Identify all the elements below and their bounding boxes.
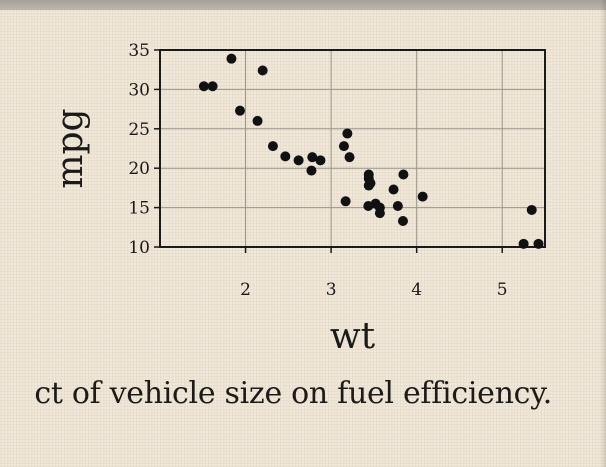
data-point: [226, 53, 237, 64]
axis-ticks: 2 3 4 5 10 15 20 25 30 35: [128, 41, 507, 300]
data-point: [363, 169, 374, 180]
data-point: [234, 105, 245, 116]
data-point: [363, 201, 374, 212]
x-tick-label: 3: [326, 280, 337, 300]
x-tick-label: 4: [411, 280, 422, 300]
y-tick-label: 35: [128, 41, 150, 61]
right-edge-shadow: [600, 0, 606, 467]
data-point: [398, 169, 409, 180]
y-axis-title: mpg: [50, 108, 91, 188]
data-point: [374, 202, 385, 213]
plot-area-frame: [159, 49, 546, 248]
data-point: [257, 65, 268, 76]
y-tick-label: 30: [128, 80, 150, 100]
data-point: [280, 151, 291, 162]
data-point: [293, 155, 304, 166]
data-point: [338, 141, 349, 152]
data-point: [207, 81, 218, 92]
y-tick-label: 15: [128, 199, 150, 219]
data-point: [340, 196, 351, 207]
data-point: [198, 81, 209, 92]
top-border-bar: [0, 0, 606, 10]
data-point: [342, 128, 353, 139]
data-point: [526, 204, 537, 215]
figure-caption: ct of vehicle size on fuel efficiency.: [34, 376, 552, 411]
data-point: [252, 115, 263, 126]
data-point: [267, 141, 278, 152]
data-point: [363, 180, 374, 191]
data-point: [417, 191, 428, 202]
data-point: [306, 165, 317, 176]
data-point: [388, 184, 399, 195]
data-point: [518, 238, 529, 249]
y-tick-label: 25: [128, 120, 150, 140]
data-point: [533, 238, 544, 249]
data-point: [392, 201, 403, 212]
y-tick-label: 20: [128, 159, 150, 179]
data-point: [307, 152, 318, 163]
x-axis-title: wt: [330, 316, 376, 357]
data-point: [397, 215, 408, 226]
y-tick-label: 10: [128, 238, 150, 258]
x-tick-label: 5: [497, 280, 508, 300]
data-points: [198, 53, 544, 249]
x-tick-label: 2: [240, 280, 251, 300]
data-point: [344, 152, 355, 163]
grid-lines: [160, 50, 545, 247]
data-point: [315, 155, 326, 166]
